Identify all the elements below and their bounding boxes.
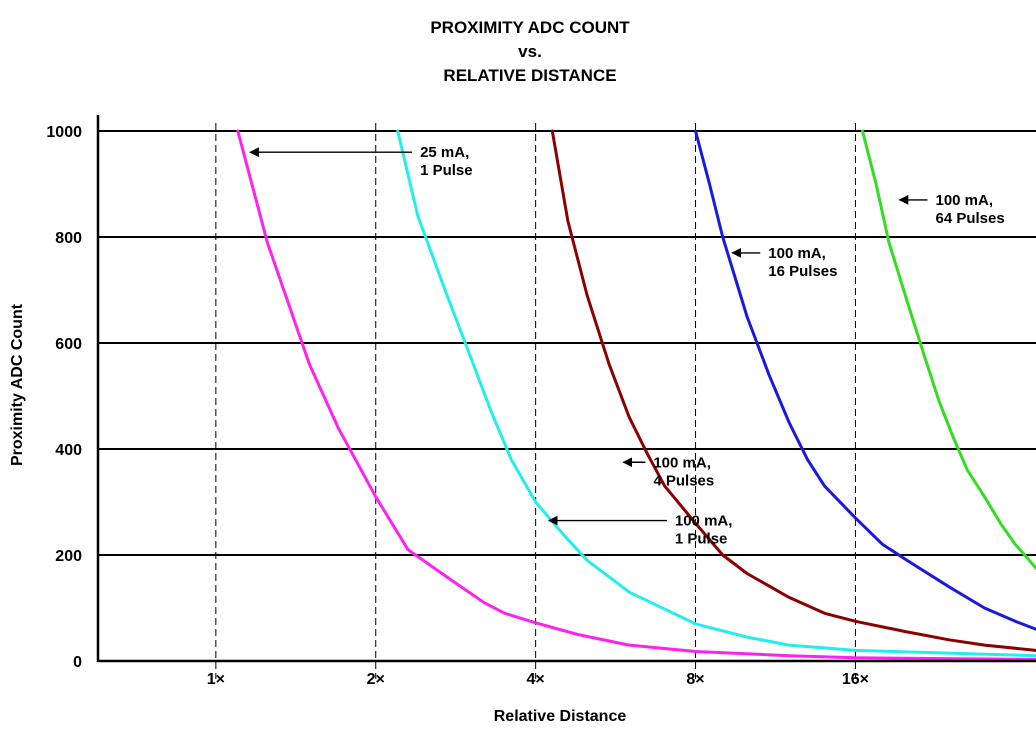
annotation-label-2-line-2: 64 Pulses bbox=[935, 210, 1004, 227]
series-line-4 bbox=[694, 129, 1036, 631]
annotation-label-3-line-1: 100 mA, bbox=[768, 245, 826, 262]
x-tick-label-4: 4× bbox=[527, 671, 545, 688]
y-axis-label: Proximity ADC Count bbox=[9, 303, 26, 466]
y-tick-label-1000: 1000 bbox=[46, 124, 82, 141]
x-tick-label-1: 1× bbox=[207, 671, 225, 688]
annotation-label-5-line-2: 1 Pulse bbox=[675, 531, 728, 548]
x-tick-label-8: 8× bbox=[686, 671, 704, 688]
y-tick-label-800: 800 bbox=[55, 230, 82, 247]
annotation-label-3-line-2: 16 Pulses bbox=[768, 263, 837, 280]
series-line-1 bbox=[236, 129, 1036, 661]
y-tick-label-600: 600 bbox=[55, 336, 82, 353]
annotation-label-4-line-2: 4 Pulses bbox=[653, 472, 714, 489]
chart-title-line-2: vs. bbox=[518, 42, 542, 61]
series-line-5 bbox=[861, 129, 1036, 570]
axes: 0 200 400 600 800 1000 1× 2× 4× 8× 16× bbox=[46, 115, 1036, 688]
series-line-2 bbox=[396, 129, 1036, 658]
data-series bbox=[236, 129, 1036, 661]
grid-lines bbox=[98, 123, 1036, 679]
x-axis-label: Relative Distance bbox=[494, 708, 627, 725]
x-tick-label-16: 16× bbox=[842, 671, 869, 688]
y-tick-label-0: 0 bbox=[73, 654, 82, 671]
annotation-label-2-line-1: 100 mA, bbox=[935, 192, 993, 209]
annotation-label-4-line-1: 100 mA, bbox=[653, 454, 711, 471]
annotation-label-1-line-1: 25 mA, bbox=[420, 144, 469, 161]
y-tick-label-200: 200 bbox=[55, 548, 82, 565]
y-tick-label-400: 400 bbox=[55, 442, 82, 459]
chart-title-line-3: RELATIVE DISTANCE bbox=[443, 66, 617, 85]
annotation-label-1-line-2: 1 Pulse bbox=[420, 162, 473, 179]
annotation-label-5-line-1: 100 mA, bbox=[675, 513, 733, 530]
x-tick-label-2: 2× bbox=[367, 671, 385, 688]
series-line-3 bbox=[550, 129, 1036, 652]
chart-title-line-1: PROXIMITY ADC COUNT bbox=[430, 18, 630, 37]
